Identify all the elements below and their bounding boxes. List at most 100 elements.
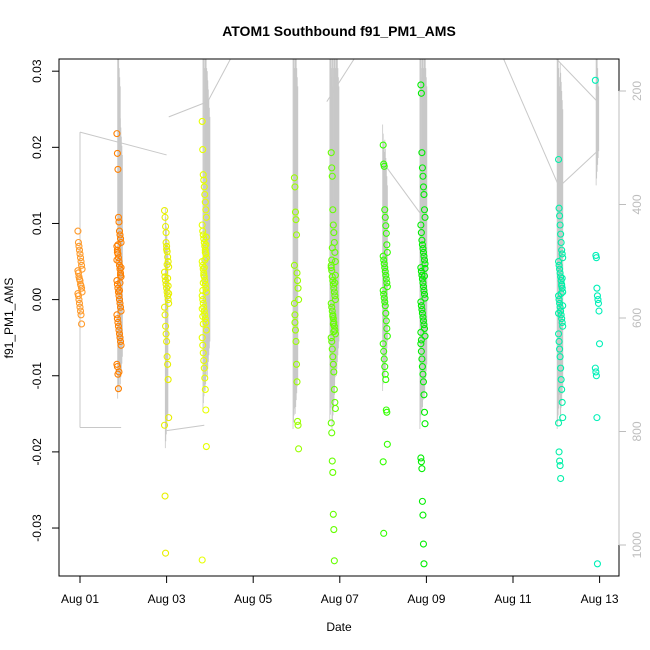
y-tick-label: 0.01 (30, 211, 44, 235)
data-point (557, 238, 565, 247)
data-point (555, 309, 563, 317)
data-point (420, 256, 429, 264)
data-point (327, 334, 335, 342)
data-point (292, 337, 300, 346)
data-point (559, 302, 567, 310)
x-tick-label: Aug 11 (494, 592, 531, 606)
x-tick-label: Aug 05 (234, 592, 272, 606)
data-point (330, 288, 338, 296)
data-point (115, 330, 124, 338)
data-point (328, 457, 336, 465)
data-point (162, 330, 170, 338)
data-point (417, 229, 425, 237)
data-point (199, 171, 207, 179)
data-point (380, 529, 388, 537)
data-point (555, 204, 563, 212)
data-point (593, 414, 601, 422)
data-point (382, 376, 390, 384)
data-point (115, 218, 123, 226)
data-point (116, 279, 124, 287)
secondary-tick-label: 800 (630, 421, 644, 441)
data-point (198, 556, 206, 564)
data-point (383, 440, 391, 448)
data-point (419, 245, 427, 253)
data-point (113, 248, 121, 256)
data-point (162, 322, 170, 330)
data-point (420, 206, 429, 214)
data-point (293, 378, 301, 386)
data-point (557, 289, 565, 298)
data-point (421, 264, 429, 272)
data-point (116, 334, 124, 342)
x-tick-label: Aug 07 (321, 592, 359, 606)
data-point (382, 275, 390, 283)
data-point (379, 252, 387, 260)
data-point (163, 353, 171, 361)
data-point (555, 419, 563, 427)
data-point (417, 336, 425, 344)
data-point (383, 283, 391, 291)
data-point (201, 190, 209, 199)
data-point (199, 279, 207, 287)
data-point (202, 288, 210, 296)
data-point (379, 458, 387, 466)
data-point (420, 560, 428, 568)
secondary-tick-label: 200 (630, 81, 644, 101)
x-tick-label: Aug 13 (581, 592, 619, 606)
data-point (331, 279, 339, 287)
data-point (331, 257, 339, 266)
data-point (556, 345, 564, 353)
data-point (327, 299, 335, 307)
data-point (419, 283, 428, 291)
data-point (418, 309, 426, 317)
data-point (559, 254, 567, 262)
data-point (163, 337, 171, 346)
data-point (419, 511, 427, 519)
secondary-tick-label: 1000 (630, 531, 644, 558)
data-point (330, 328, 338, 336)
data-point (595, 340, 604, 348)
x-axis: Aug 01 Aug 03 Aug 05 Aug 07 Aug 09 Aug 11 Aug … (61, 575, 619, 606)
data-point (556, 462, 564, 470)
data-point (116, 271, 125, 279)
data-point (595, 307, 603, 315)
data-point (329, 280, 337, 288)
data-point (115, 368, 123, 376)
secondary-series-lines (79, 59, 600, 449)
data-point (558, 246, 566, 254)
data-point (75, 296, 83, 304)
data-point (114, 288, 123, 296)
data-point (593, 292, 601, 300)
data-point (202, 233, 210, 241)
data-point (201, 248, 209, 256)
secondary-series-segment (555, 59, 598, 102)
data-point (382, 229, 390, 237)
data-point (418, 497, 426, 505)
data-point (331, 271, 339, 279)
data-point (115, 257, 123, 266)
data-point (420, 408, 429, 416)
data-point (164, 282, 172, 290)
data-point (291, 326, 300, 334)
data-point (417, 264, 425, 272)
data-point (593, 560, 601, 568)
data-point (161, 311, 169, 319)
data-point (591, 364, 599, 372)
data-point (201, 198, 209, 206)
data-point (420, 190, 428, 199)
data-point (421, 213, 429, 221)
data-point (78, 261, 86, 269)
data-point (557, 376, 565, 384)
data-point (382, 309, 390, 317)
secondary-series-group (79, 59, 600, 449)
data-point (295, 445, 303, 453)
data-point (161, 213, 169, 221)
data-point (594, 296, 602, 304)
data-point (291, 318, 299, 326)
data-point (417, 302, 425, 310)
data-point (165, 299, 173, 307)
data-point (202, 213, 210, 221)
data-point (417, 221, 425, 229)
data-point (202, 206, 210, 214)
data-point (419, 183, 428, 191)
